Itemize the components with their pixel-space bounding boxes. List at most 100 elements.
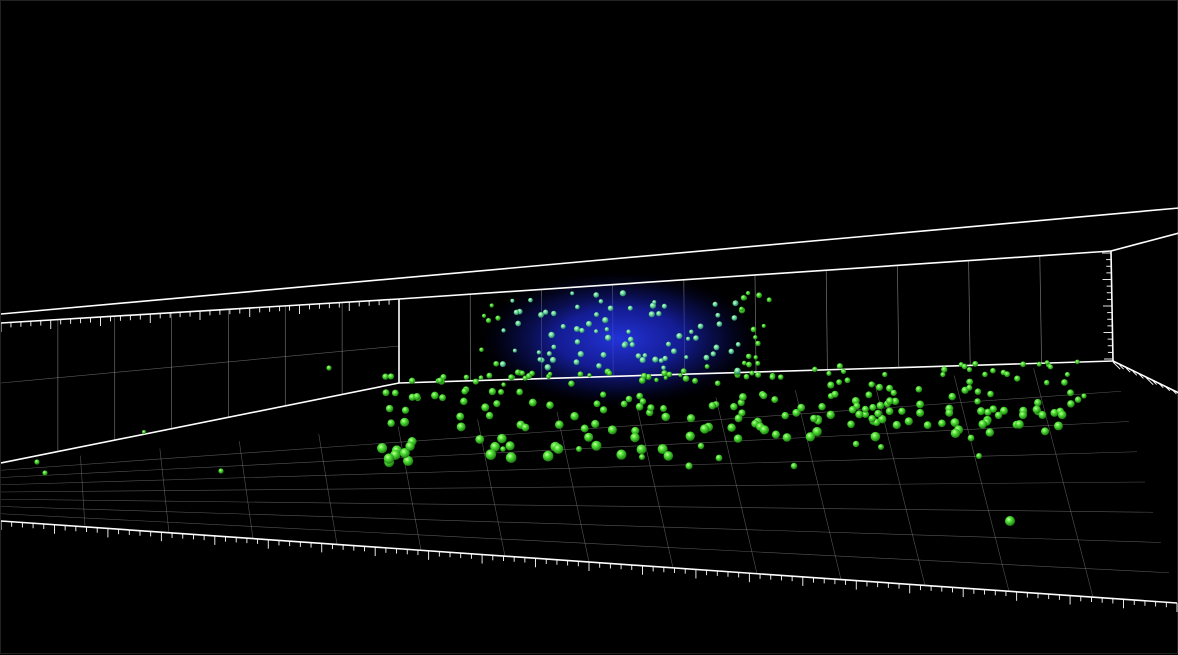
green-spot [142,430,146,434]
green-spot [643,353,648,358]
green-spot [506,452,517,463]
green-spot [962,364,968,370]
green-spot [460,398,467,405]
green-spot [1058,411,1067,420]
green-spot [584,433,593,442]
green-spot [869,381,875,387]
green-spot [683,375,690,382]
green-spot [744,374,750,380]
green-spot [967,379,974,386]
green-spot [810,415,818,423]
frame-edge [1111,233,1178,251]
green-spot [868,415,875,422]
green-spot [1048,364,1053,369]
green-spot [637,445,647,455]
green-spot [1054,421,1063,430]
green-spot [938,420,946,428]
green-spot [594,312,599,317]
green-spot [608,305,614,311]
green-spot [640,357,646,363]
green-spot [845,377,851,383]
green-spot [382,389,389,396]
green-spot [537,357,542,362]
green-spot [755,372,761,378]
green-spot [711,351,716,356]
green-spot [948,393,955,400]
green-spot [457,422,466,431]
green-spot [402,407,409,414]
green-spot [575,339,580,344]
green-spot [876,384,883,391]
green-spot [713,302,718,307]
green-spot [685,462,692,469]
green-spot [886,408,894,416]
green-spot [662,304,667,309]
green-spot [639,454,645,460]
green-spot [490,303,494,307]
green-spot [537,350,541,354]
green-spot [1075,360,1080,365]
green-spot [479,347,484,352]
green-spot [865,391,872,398]
green-spot [548,372,553,377]
green-spot [967,367,972,372]
green-spot [581,425,589,433]
green-spot [400,418,409,427]
green-spot [812,367,817,372]
green-spot [1067,400,1075,408]
green-spot [497,434,506,443]
green-spot [966,385,972,391]
green-spot [975,388,982,395]
green-spot [489,388,496,395]
green-spot [622,342,628,348]
green-spot [579,328,584,333]
green-spot [1019,411,1027,419]
green-spot [574,359,580,365]
green-spot [676,333,682,339]
green-spot [661,370,667,376]
green-spot [905,417,913,425]
green-spot [1034,399,1041,406]
green-spot [882,372,887,377]
green-spot [1061,379,1068,386]
green-spot [692,378,698,384]
green-spot [464,375,469,380]
green-spot [387,419,395,427]
green-spot [481,403,489,411]
wall-grid-line [1040,256,1042,363]
green-spot [654,378,658,382]
green-spot [553,444,563,454]
green-spot [514,310,519,315]
green-spot [538,312,544,318]
green-spot [561,324,566,329]
green-spot [837,363,843,369]
green-spot [891,390,897,396]
green-spot [678,373,682,377]
green-spot [431,392,439,400]
green-spot [649,311,655,317]
green-spot [621,401,628,408]
wall-grid-line [897,265,898,367]
green-spot [409,378,415,384]
green-spot [717,321,723,327]
green-spot [689,330,693,334]
green-spot [392,390,399,397]
green-spot [681,368,687,374]
green-spot [578,371,584,377]
green-spot [587,373,591,377]
green-spot [772,431,780,439]
green-spot [746,362,752,368]
green-spot [663,356,668,361]
green-spot [972,361,978,367]
green-spot [1044,380,1050,386]
green-spot [630,433,639,442]
green-spot [34,459,39,464]
green-spot [951,429,960,438]
frame-edge [1,383,399,463]
green-spot [704,355,710,361]
green-spot [792,409,800,417]
green-spot [505,441,514,450]
green-spot [594,400,601,407]
